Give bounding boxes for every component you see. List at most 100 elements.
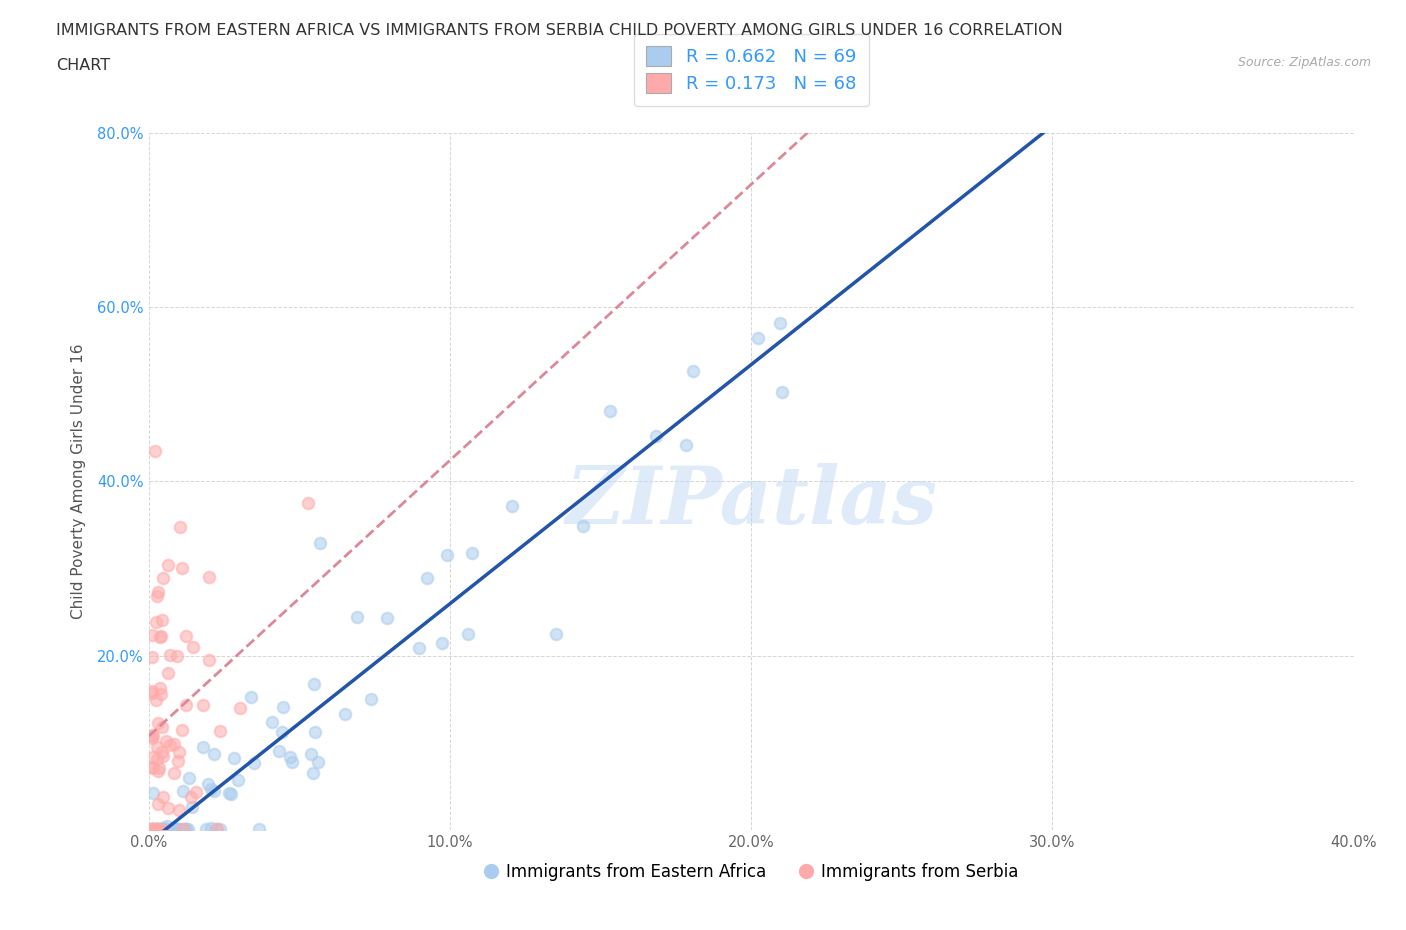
- Point: [142, 750, 165, 764]
- Point: [148, 585, 170, 600]
- Point: [242, 756, 264, 771]
- Point: [141, 731, 163, 746]
- Point: [174, 629, 197, 644]
- Point: [141, 761, 163, 776]
- Point: [143, 822, 166, 837]
- Point: [149, 630, 172, 644]
- Text: Source: ZipAtlas.com: Source: ZipAtlas.com: [1237, 56, 1371, 69]
- Point: [152, 571, 174, 586]
- Point: [146, 822, 169, 837]
- Point: [221, 787, 243, 802]
- Point: [162, 737, 184, 751]
- Point: [198, 569, 221, 584]
- Point: [145, 822, 167, 837]
- Point: [141, 684, 163, 698]
- Point: [142, 785, 165, 800]
- Point: [408, 641, 430, 656]
- Point: [375, 611, 398, 626]
- Point: [430, 635, 453, 650]
- Point: [174, 822, 197, 837]
- Point: [174, 822, 197, 837]
- Point: [170, 723, 193, 737]
- Point: [205, 822, 228, 837]
- Point: [174, 822, 197, 837]
- Text: ZIPatlas: ZIPatlas: [565, 463, 938, 541]
- Point: [162, 822, 184, 837]
- Point: [156, 801, 179, 816]
- Point: [204, 783, 226, 798]
- Point: [457, 627, 479, 642]
- Point: [141, 628, 163, 643]
- Point: [278, 749, 301, 764]
- Point: [174, 698, 197, 712]
- Legend: Immigrants from Eastern Africa, Immigrants from Serbia: Immigrants from Eastern Africa, Immigran…: [478, 857, 1025, 888]
- Y-axis label: Child Poverty Among Girls Under 16: Child Poverty Among Girls Under 16: [72, 343, 86, 619]
- Point: [460, 545, 482, 560]
- Point: [172, 822, 194, 837]
- Point: [229, 700, 252, 715]
- Point: [152, 749, 174, 764]
- Point: [155, 733, 177, 748]
- Point: [747, 331, 769, 346]
- Point: [145, 739, 167, 754]
- Point: [436, 548, 458, 563]
- Point: [304, 724, 326, 739]
- Point: [172, 784, 194, 799]
- Point: [307, 754, 329, 769]
- Point: [148, 761, 170, 776]
- Point: [202, 746, 225, 761]
- Point: [149, 629, 172, 644]
- Point: [149, 822, 172, 837]
- Point: [150, 822, 173, 837]
- Point: [682, 364, 704, 379]
- Point: [141, 728, 163, 743]
- Point: [172, 561, 194, 576]
- Point: [167, 744, 190, 759]
- Point: [169, 822, 191, 837]
- Point: [269, 743, 291, 758]
- Point: [146, 715, 169, 730]
- Point: [218, 785, 240, 800]
- Point: [200, 820, 222, 835]
- Point: [152, 790, 174, 804]
- Text: IMMIGRANTS FROM EASTERN AFRICA VS IMMIGRANTS FROM SERBIA CHILD POVERTY AMONG GIR: IMMIGRANTS FROM EASTERN AFRICA VS IMMIGR…: [56, 23, 1063, 38]
- Point: [544, 627, 567, 642]
- Point: [142, 760, 165, 775]
- Point: [159, 648, 181, 663]
- Point: [281, 755, 304, 770]
- Point: [346, 610, 368, 625]
- Point: [142, 727, 165, 742]
- Point: [205, 822, 228, 837]
- Point: [599, 404, 621, 418]
- Point: [181, 800, 204, 815]
- Point: [156, 557, 179, 572]
- Point: [141, 822, 163, 837]
- Point: [270, 724, 292, 739]
- Point: [163, 765, 186, 780]
- Point: [177, 822, 200, 837]
- Point: [150, 745, 173, 760]
- Point: [416, 571, 439, 586]
- Point: [146, 764, 169, 778]
- Point: [167, 753, 190, 768]
- Point: [148, 796, 170, 811]
- Point: [191, 739, 214, 754]
- Point: [146, 751, 169, 766]
- Point: [208, 724, 231, 738]
- Point: [141, 649, 163, 664]
- Point: [159, 737, 181, 752]
- Point: [150, 686, 173, 701]
- Point: [167, 803, 190, 817]
- Point: [166, 649, 188, 664]
- Point: [141, 822, 163, 837]
- Point: [309, 536, 332, 551]
- Point: [501, 498, 523, 513]
- Point: [150, 613, 173, 628]
- Point: [165, 822, 187, 837]
- Point: [240, 689, 263, 704]
- Point: [302, 677, 325, 692]
- Point: [195, 822, 218, 837]
- Point: [297, 496, 319, 511]
- Point: [141, 822, 163, 837]
- Point: [571, 518, 593, 533]
